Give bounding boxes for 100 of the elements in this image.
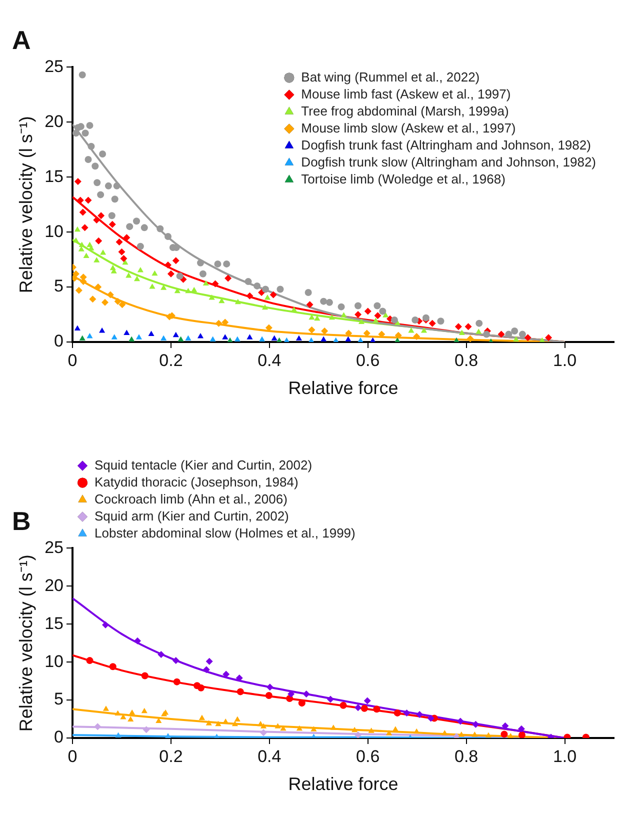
point (197, 684, 204, 692)
point (128, 336, 135, 342)
x-tick-label: 0.2 (159, 746, 183, 766)
point (126, 272, 132, 278)
point (108, 220, 116, 228)
y-tick-label: 15 (44, 614, 64, 633)
point (390, 316, 398, 324)
point (74, 226, 80, 232)
point (379, 308, 386, 315)
x-tick-label: 1.0 (552, 350, 577, 370)
point (320, 298, 328, 305)
point (464, 323, 472, 330)
point (223, 260, 230, 268)
point (72, 237, 79, 243)
point (164, 232, 172, 240)
point (420, 328, 428, 333)
point (259, 336, 266, 342)
point (197, 259, 204, 266)
point (142, 726, 150, 734)
point (222, 334, 228, 340)
point (212, 280, 219, 288)
point (123, 234, 130, 242)
point (394, 709, 401, 716)
point (302, 690, 310, 698)
point (134, 637, 141, 644)
point (340, 702, 347, 709)
point (368, 728, 374, 733)
point (524, 334, 532, 342)
point (79, 335, 86, 340)
point (364, 308, 372, 315)
point (148, 330, 154, 336)
point (74, 178, 82, 186)
point (128, 716, 134, 722)
point (456, 718, 464, 725)
point (98, 212, 105, 220)
point (164, 262, 172, 269)
y-axis-title: Relative velocity (l s⁻¹) (16, 554, 36, 732)
point (80, 278, 87, 286)
point (92, 162, 99, 170)
point (111, 334, 118, 340)
point (114, 298, 122, 305)
point (106, 291, 114, 298)
point (215, 320, 222, 327)
x-tick-label: 0.8 (454, 350, 478, 370)
point (88, 142, 95, 150)
point (354, 731, 362, 738)
point (413, 333, 420, 340)
point (185, 335, 192, 340)
point (280, 725, 286, 731)
point (274, 723, 281, 728)
point (358, 318, 364, 324)
point (320, 336, 327, 342)
point (210, 336, 216, 342)
point (442, 730, 448, 736)
point (95, 237, 102, 244)
point (472, 720, 480, 728)
point (160, 335, 167, 340)
point (89, 296, 96, 303)
point (206, 720, 212, 726)
y-tick-label: 5 (54, 690, 64, 709)
point (77, 123, 84, 130)
point (84, 156, 92, 164)
y-axis-title: Relative velocity (l s⁻¹) (16, 116, 36, 294)
point (164, 732, 172, 738)
x-tick-label: 0.6 (356, 746, 380, 766)
point (306, 301, 314, 308)
point (328, 314, 335, 320)
point (197, 333, 204, 338)
point (104, 182, 112, 190)
point (141, 672, 148, 680)
point (326, 298, 333, 306)
point (392, 726, 398, 732)
point (99, 328, 106, 333)
point (458, 330, 465, 335)
point (206, 658, 213, 665)
point (454, 323, 462, 330)
point (176, 272, 184, 280)
point (118, 301, 126, 308)
y-tick-label: 5 (54, 276, 64, 296)
point (262, 286, 269, 293)
point (114, 710, 121, 716)
x-tick-label: 0.8 (454, 746, 478, 766)
point (208, 294, 215, 300)
point (215, 720, 222, 726)
point (79, 208, 86, 216)
point (372, 318, 379, 323)
point (124, 330, 130, 335)
point (172, 332, 179, 338)
point (156, 225, 164, 232)
point (214, 260, 222, 268)
point (326, 696, 334, 703)
point (129, 709, 136, 715)
point (354, 302, 362, 310)
point (246, 292, 254, 300)
point (352, 726, 358, 732)
point (266, 684, 274, 691)
point (265, 324, 272, 332)
point (133, 218, 140, 225)
point (97, 191, 104, 198)
point (394, 332, 402, 339)
